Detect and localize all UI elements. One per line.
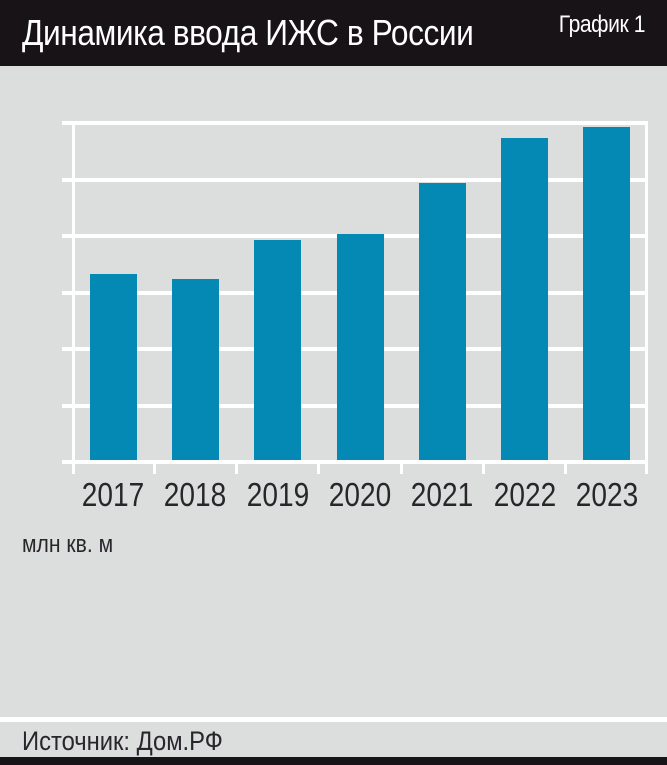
gridline-y-0 [62, 460, 648, 464]
x-tick-label-2023: 2023 [575, 476, 639, 513]
x-tick-label-2019: 2019 [246, 476, 309, 513]
chart-header: Динамика ввода ИЖС в России График 1 [0, 0, 667, 66]
chart-number-badge: График 1 [558, 11, 646, 38]
bar-2017 [89, 273, 137, 460]
y-axis-unit-label: млн кв. м [22, 531, 114, 558]
x-tick-label-2020: 2020 [328, 476, 392, 513]
source-label: Источник: Дом.РФ [22, 726, 223, 756]
x-tick-label-2022: 2022 [493, 476, 556, 513]
footer-divider [0, 717, 667, 722]
x-axis-tick [481, 460, 485, 474]
x-tick-label-2021: 2021 [411, 476, 474, 513]
bar-2019 [254, 239, 302, 460]
plot-area: 0102030405060201720182019202020212022202… [62, 121, 648, 513]
y-axis-line [72, 121, 75, 474]
bar-2018 [171, 279, 219, 460]
x-axis-tick [235, 460, 239, 474]
bottom-accent-bar [0, 757, 667, 765]
bar-2021 [418, 183, 466, 460]
x-axis-tick [152, 460, 156, 474]
x-tick-label-2018: 2018 [164, 476, 227, 513]
chart-title: Динамика ввода ИЖС в России [22, 12, 474, 53]
bar-2020 [336, 234, 384, 460]
x-axis-tick [317, 460, 321, 474]
x-axis-tick [564, 460, 568, 474]
x-axis-tick [399, 460, 403, 474]
x-tick-label-2017: 2017 [81, 476, 145, 513]
bar-2023 [583, 126, 631, 460]
plot-right-border [645, 121, 648, 474]
gridline-y-50 [62, 177, 648, 182]
bar-2022 [501, 137, 549, 460]
gridline-y-60 [62, 121, 648, 125]
